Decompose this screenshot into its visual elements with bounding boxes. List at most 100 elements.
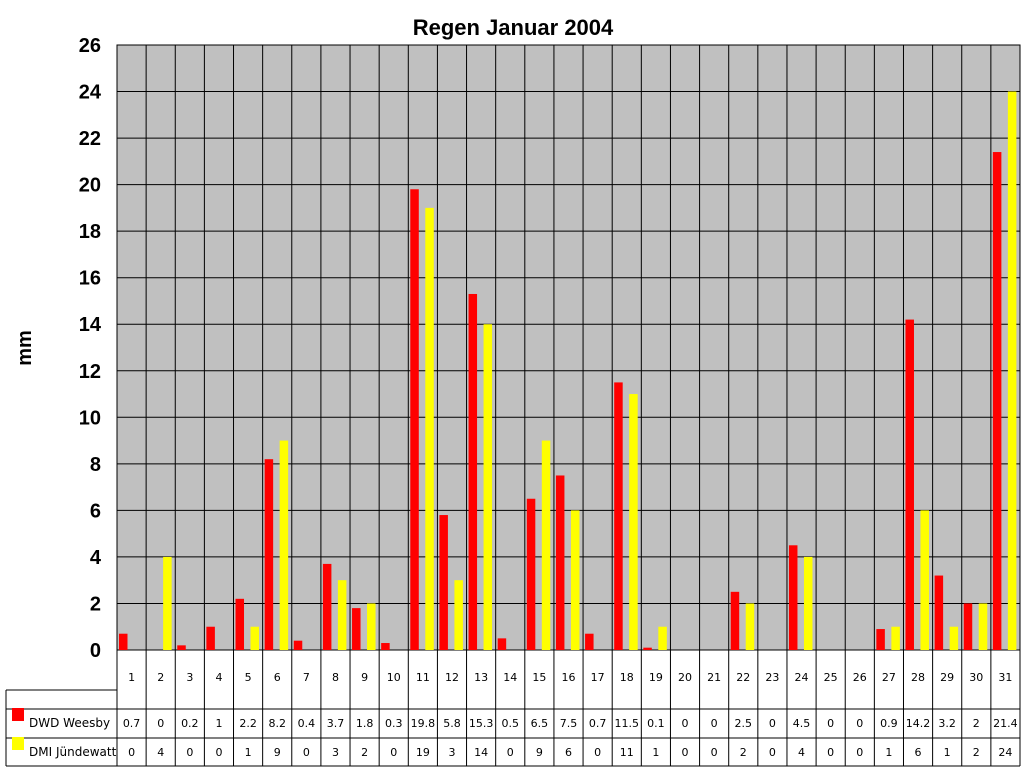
bar-dwd-22 <box>730 591 740 650</box>
table-cell: 6 <box>915 746 922 759</box>
bar-dmi-27 <box>891 626 900 650</box>
y-tick-label: 22 <box>79 128 101 150</box>
x-category-label: 6 <box>274 671 281 684</box>
x-category-label: 22 <box>736 671 750 684</box>
bar-dmi-30 <box>978 603 988 650</box>
table-cell: 0.7 <box>123 717 141 730</box>
table-cell: 0 <box>827 717 834 730</box>
bar-dmi-5 <box>250 626 260 650</box>
bar-dwd-1 <box>119 633 128 650</box>
y-tick-label: 16 <box>79 268 101 290</box>
table-cell: 0 <box>856 746 863 759</box>
x-category-label: 26 <box>853 671 867 684</box>
x-category-label: 21 <box>707 671 721 684</box>
table-cell: 4.5 <box>793 717 811 730</box>
table-cell: 0 <box>390 746 397 759</box>
table-cell: 15.3 <box>469 717 494 730</box>
table-cell: 14.2 <box>906 717 931 730</box>
bar-dmi-13 <box>483 324 493 650</box>
table-cell: 1 <box>652 746 659 759</box>
bar-dmi-28 <box>920 510 929 650</box>
table-cell: 0.1 <box>647 717 665 730</box>
table-cell: 0 <box>303 746 310 759</box>
bar-dmi-8 <box>337 580 347 650</box>
bar-dwd-18 <box>614 382 623 650</box>
y-tick-label: 10 <box>79 407 101 429</box>
bar-dmi-24 <box>803 556 813 650</box>
bar-dmi-16 <box>570 510 580 650</box>
x-category-label: 2 <box>157 671 164 684</box>
y-tick-label: 0 <box>90 640 101 662</box>
x-category-label: 3 <box>186 671 193 684</box>
bar-dwd-16 <box>555 475 565 650</box>
bar-dmi-12 <box>454 580 463 650</box>
x-category-label: 25 <box>824 671 838 684</box>
legend-swatch-dwd <box>12 708 24 721</box>
table-cell: 21.4 <box>993 717 1018 730</box>
table-cell: 0.4 <box>298 717 316 730</box>
table-cell: 3 <box>332 746 339 759</box>
x-category-label: 14 <box>503 671 517 684</box>
bar-dwd-9 <box>352 608 361 650</box>
bar-dwd-29 <box>934 575 944 650</box>
table-cell: 4 <box>157 746 164 759</box>
bar-dmi-2 <box>163 556 172 650</box>
table-cell: 6.5 <box>531 717 549 730</box>
bar-dwd-17 <box>585 633 594 650</box>
table-cell: 1 <box>944 746 951 759</box>
bar-dmi-6 <box>279 440 289 650</box>
bar-dwd-19 <box>643 647 652 650</box>
table-cell: 0.5 <box>501 717 519 730</box>
y-tick-label: 18 <box>79 221 101 243</box>
table-cell: 0.7 <box>589 717 607 730</box>
table-cell: 2 <box>361 746 368 759</box>
table-cell: 0 <box>827 746 834 759</box>
table-cell: 11.5 <box>615 717 640 730</box>
x-category-label: 8 <box>332 671 339 684</box>
table-cell: 0.2 <box>181 717 199 730</box>
table-cell: 14 <box>474 746 488 759</box>
x-category-label: 16 <box>562 671 576 684</box>
x-category-label: 4 <box>215 671 222 684</box>
x-category-label: 30 <box>969 671 983 684</box>
table-cell: 4 <box>798 746 805 759</box>
bar-dwd-3 <box>177 645 186 650</box>
data-table: 1 2 3 4 5 6 7 8 9 10 11 12 13 14 15 16 17 18 19 20 21 22 23 24 2… <box>5 650 1021 767</box>
table-cell: 1 <box>215 717 222 730</box>
table-cell: 24 <box>998 746 1012 759</box>
bars-group <box>119 91 1017 651</box>
bar-dwd-31 <box>992 152 1002 651</box>
table-cell: 0 <box>769 746 776 759</box>
y-tick-label: 6 <box>90 500 101 522</box>
bar-dmi-9 <box>367 603 376 650</box>
table-cell: 1.8 <box>356 717 374 730</box>
table-cell: 3.7 <box>327 717 345 730</box>
table-cell: 0 <box>186 746 193 759</box>
table-cell: 5.8 <box>443 717 461 730</box>
table-cell: 9 <box>274 746 281 759</box>
x-category-label: 19 <box>649 671 663 684</box>
bar-dwd-10 <box>381 643 390 650</box>
table-cell: 0 <box>507 746 514 759</box>
bar-dmi-15 <box>541 440 551 650</box>
table-cell: 3 <box>448 746 455 759</box>
table-cell: 0 <box>157 717 164 730</box>
table-cell: 0 <box>682 746 689 759</box>
x-category-label: 9 <box>361 671 368 684</box>
x-category-label: 11 <box>416 671 430 684</box>
bar-dwd-28 <box>905 319 914 650</box>
chart-title: Regen Januar 2004 <box>413 15 614 40</box>
bar-dwd-14 <box>497 638 507 650</box>
bar-dwd-27 <box>876 629 885 650</box>
table-cell: 6 <box>565 746 572 759</box>
bar-dwd-6 <box>264 459 274 650</box>
y-tick-label: 8 <box>90 454 101 476</box>
legend-label-dmi: DMI Jündewatt <box>29 745 117 759</box>
plot-background <box>116 44 1021 651</box>
table-cell: 0 <box>128 746 135 759</box>
y-tick-label: 24 <box>79 82 102 104</box>
x-category-label: 28 <box>911 671 925 684</box>
table-cell: 0 <box>682 717 689 730</box>
x-category-label: 15 <box>532 671 546 684</box>
